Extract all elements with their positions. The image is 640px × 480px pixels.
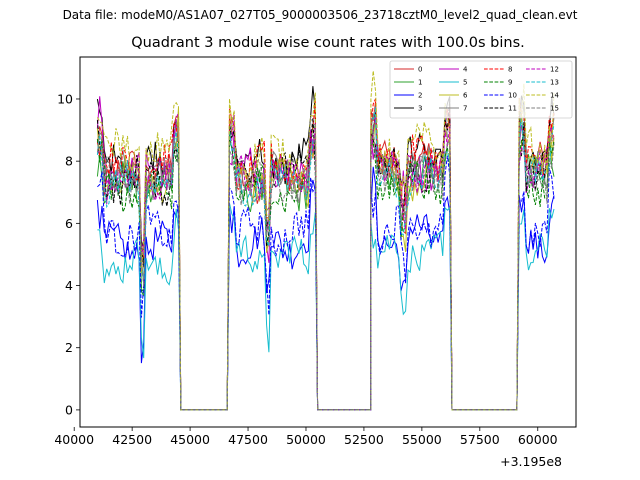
y-tick-label: 4 (65, 278, 73, 293)
legend-label-9: 9 (508, 79, 512, 87)
legend-label-11: 11 (508, 105, 517, 113)
series-line-5 (97, 203, 555, 411)
legend-box (389, 60, 573, 119)
series-line-14 (96, 70, 555, 411)
y-tick-label: 6 (65, 216, 73, 231)
x-tick-label: 57500 (460, 432, 500, 447)
series-line-6 (96, 106, 555, 411)
series-line-7 (97, 101, 555, 411)
x-tick-label: 50000 (286, 432, 326, 447)
series-line-1 (96, 114, 555, 411)
chart-title: Quadrant 3 module wise count rates with … (131, 35, 525, 51)
x-tick-label: 60000 (518, 432, 558, 447)
legend-label-6: 6 (463, 92, 468, 100)
legend-label-1: 1 (418, 79, 422, 87)
legend-label-12: 12 (550, 66, 559, 74)
x-tick-label: 45000 (170, 432, 210, 447)
x-tick-label: 42500 (112, 432, 152, 447)
y-axis: 0 2 4 6 8 10 (57, 91, 80, 417)
legend-label-10: 10 (508, 92, 517, 100)
legend-label-15: 15 (550, 105, 559, 113)
series-line-15 (96, 117, 555, 411)
x-tick-label: 40000 (54, 432, 94, 447)
y-tick-label: 0 (65, 402, 73, 417)
series-line-3 (96, 86, 555, 411)
x-axis: 40000 42500 45000 47500 50000 52500 55000 57500… (54, 427, 558, 447)
series-lines (96, 70, 555, 411)
x-tick-label: 47500 (228, 432, 268, 447)
y-tick-label: 8 (65, 154, 73, 169)
legend-label-7: 7 (463, 105, 467, 113)
x-tick-label: 55000 (402, 432, 442, 447)
series-line-10 (97, 155, 555, 411)
suptitle: Data file: modeM0/AS1A07_027T05_90000035… (62, 8, 578, 22)
legend-label-0: 0 (418, 66, 422, 74)
legend-label-8: 8 (508, 66, 512, 74)
legend-label-13: 13 (550, 79, 559, 87)
y-tick-label: 2 (65, 340, 73, 355)
legend-label-3: 3 (418, 105, 422, 113)
x-offset-label: +3.195e8 (500, 454, 562, 469)
plot-frame (79, 56, 577, 428)
legend-label-4: 4 (463, 66, 468, 74)
legend-label-5: 5 (463, 79, 467, 87)
legend-label-14: 14 (550, 92, 559, 100)
series-line-0 (96, 102, 555, 411)
series-line-13 (96, 106, 555, 411)
y-tick-label: 10 (57, 91, 73, 106)
x-tick-label: 52500 (344, 432, 384, 447)
legend-label-2: 2 (418, 92, 422, 100)
